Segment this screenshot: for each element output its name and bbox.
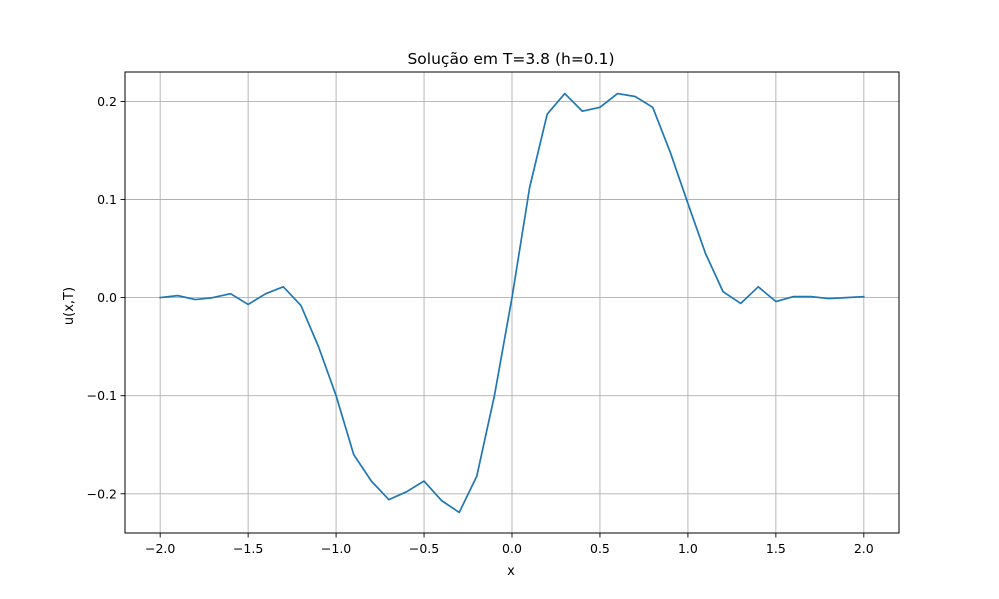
- x-tick-label: −1.0: [321, 541, 351, 556]
- grid: [125, 72, 899, 533]
- x-tick-label: −2.0: [145, 541, 175, 556]
- y-tick-label: −0.1: [87, 388, 117, 403]
- x-tick-label: 1.5: [766, 541, 786, 556]
- y-axis: −0.2 −0.1 0.0 0.1 0.2: [87, 94, 125, 501]
- x-tick-label: 1.0: [678, 541, 698, 556]
- chart-title: Solução em T=3.8 (h=0.1): [407, 50, 614, 68]
- y-tick-label: 0.2: [97, 94, 117, 109]
- y-tick-label: 0.1: [97, 192, 117, 207]
- series-line: [159, 92, 865, 514]
- x-tick-label: −1.5: [233, 541, 263, 556]
- y-tick-label: −0.2: [87, 486, 117, 501]
- series-layer: [159, 92, 865, 514]
- x-axis-label: x: [507, 564, 515, 579]
- x-tick-label: 0.0: [502, 541, 522, 556]
- x-tick-label: −0.5: [409, 541, 439, 556]
- y-axis-label: u(x,T): [62, 287, 77, 325]
- y-tick-label: 0.0: [97, 290, 117, 305]
- x-tick-label: 0.5: [590, 541, 610, 556]
- x-axis: −2.0 −1.5 −1.0 −0.5 0.0 0.5 1.0 1.5 2.0: [145, 533, 874, 556]
- x-tick-label: 2.0: [854, 541, 874, 556]
